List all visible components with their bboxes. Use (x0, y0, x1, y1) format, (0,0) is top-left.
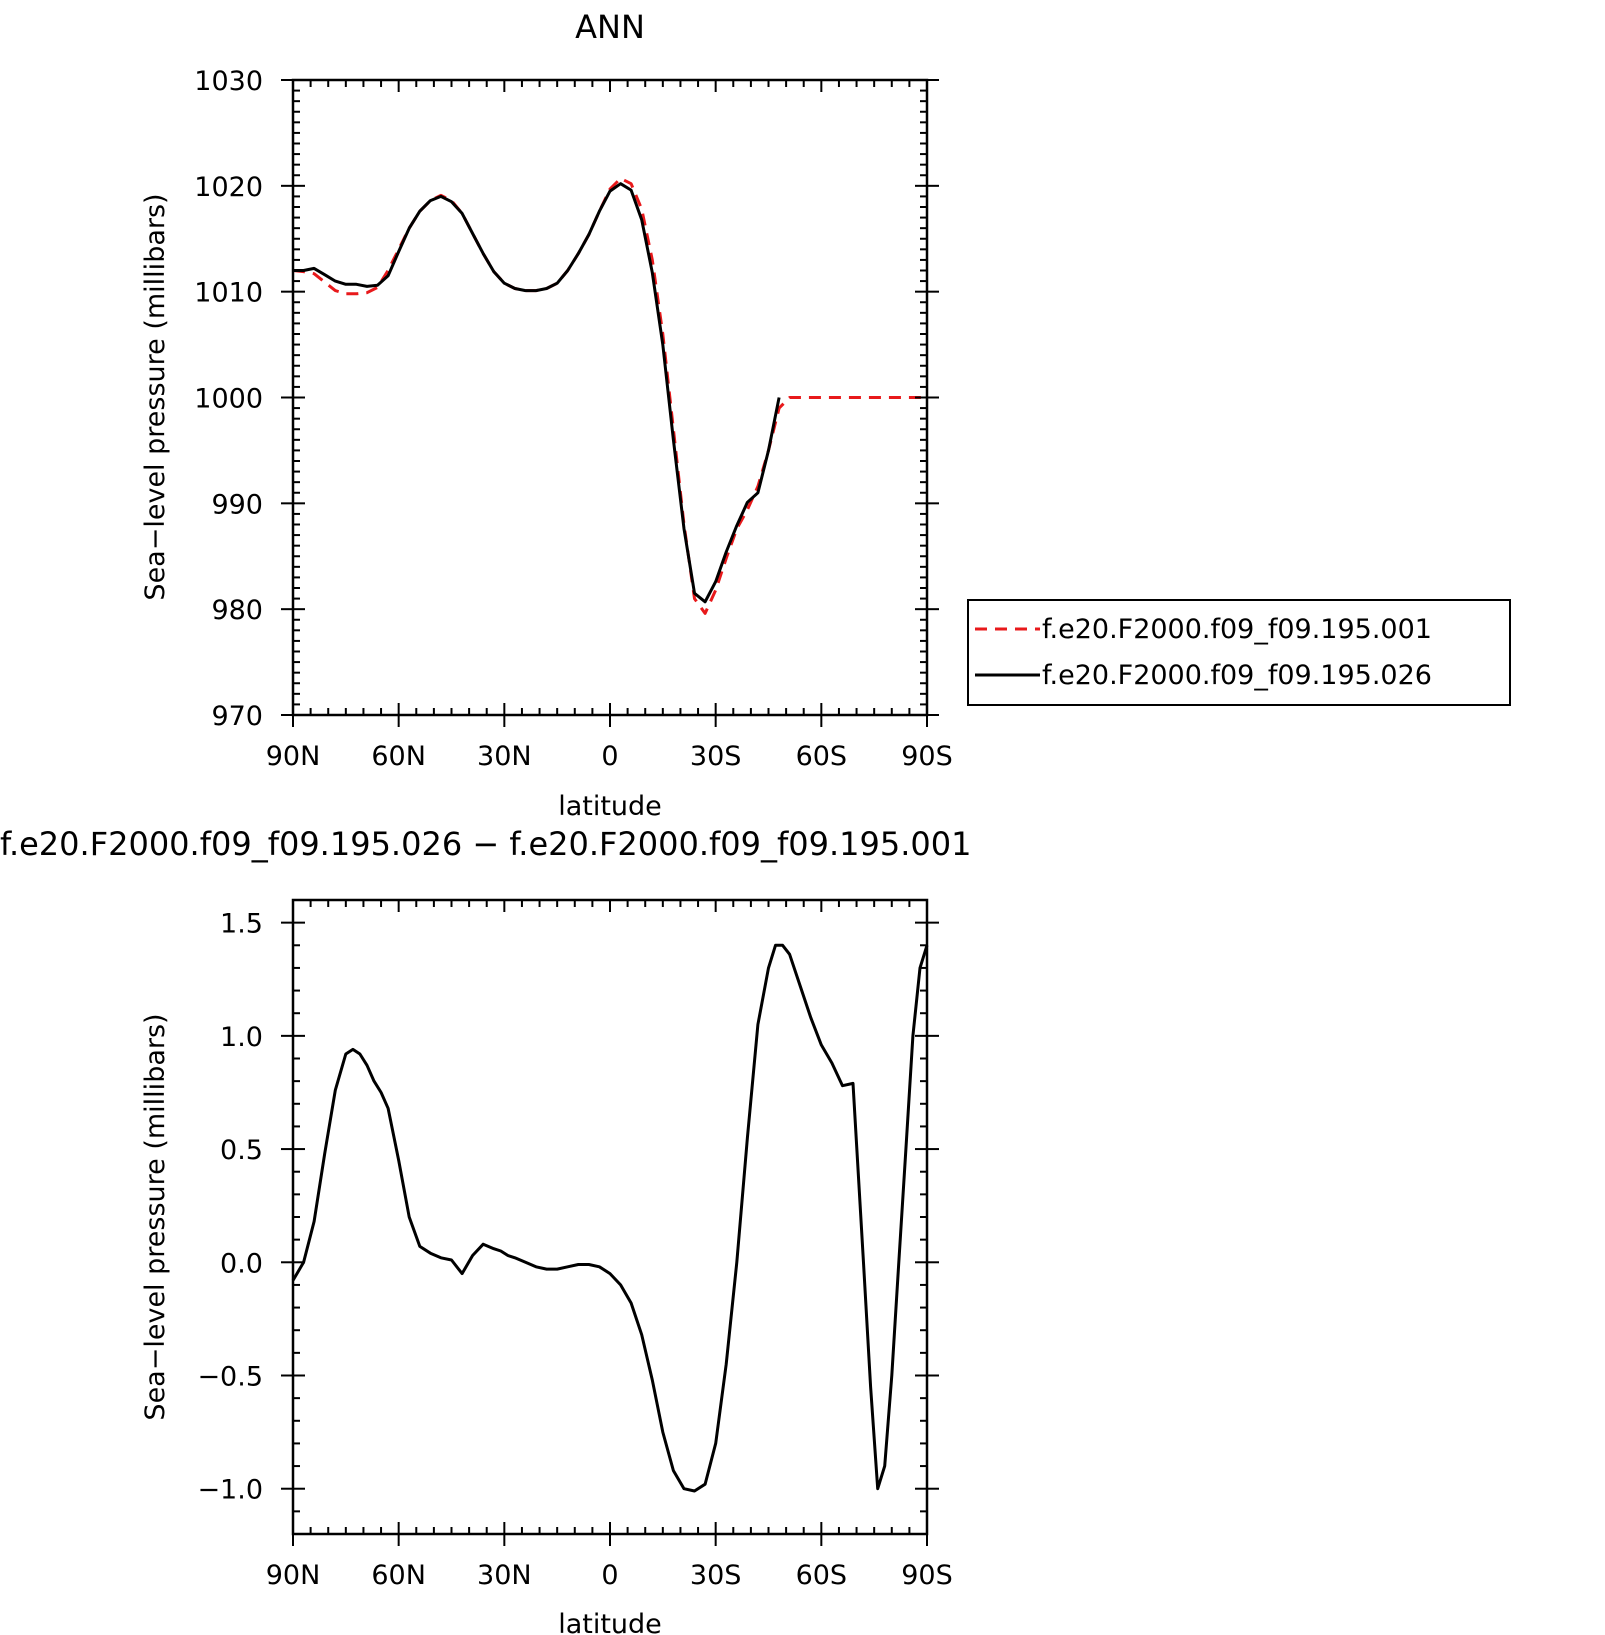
x-tick-label: 90N (266, 1560, 321, 1591)
y-tick-label: 0.5 (220, 1135, 263, 1166)
y-tick-label: 1030 (194, 66, 263, 97)
y-tick-label: 0.0 (220, 1248, 263, 1279)
y-tick-label: −1.0 (197, 1475, 263, 1506)
y-tick-label: 970 (211, 701, 263, 732)
sea-level-pressure-plot: ANN 90N 60N 30N 0 30S 60S 90S 1030 1020 1010 1000… (140, 8, 1511, 822)
x-tick-label: 60S (796, 1560, 848, 1591)
y-axis: 1030 1020 1010 1000 990 980 970 (194, 66, 939, 732)
x-axis: 90N 60N 30N 0 30S 60S 90S (266, 900, 953, 1591)
y-tick-label: 1000 (194, 384, 263, 415)
y-axis-label: Sea−level pressure (millibars) (140, 193, 171, 600)
plot-title: ANN (575, 8, 645, 46)
difference-plot-title: f.e20.F2000.f09_f09.195.026 − f.e20.F200… (0, 825, 972, 863)
x-axis-label: latitude (558, 1609, 662, 1635)
x-tick-label: 60N (371, 741, 426, 772)
y-tick-label: 1.0 (220, 1022, 263, 1053)
x-tick-label: 0 (601, 1560, 618, 1591)
y-axis-label: Sea−level pressure (millibars) (140, 1013, 171, 1420)
difference-plot: f.e20.F2000.f09_f09.195.026 − f.e20.F200… (0, 825, 972, 1635)
y-tick-label: −0.5 (197, 1362, 263, 1393)
x-tick-label: 90N (266, 741, 321, 772)
y-axis: 1.5 1.0 0.5 0.0 −0.5 −1.0 (197, 899, 939, 1535)
x-tick-label: 90S (901, 1560, 953, 1591)
series-line-1 (292, 176, 927, 615)
y-tick-label: 1010 (194, 278, 263, 309)
x-tick-label: 30S (690, 1560, 742, 1591)
x-tick-label: 30N (477, 741, 532, 772)
legend-label-series-1: f.e20.F2000.f09_f09.195.001 (1042, 614, 1432, 645)
x-tick-label: 60N (371, 1560, 426, 1591)
series-line-1 (291, 943, 929, 1493)
x-axis: 90N 60N 30N 0 30S 60S 90S (266, 80, 953, 772)
legend-label-series-2: f.e20.F2000.f09_f09.195.026 (1042, 660, 1432, 691)
x-tick-label: 60S (796, 741, 848, 772)
plot-area (291, 943, 929, 1493)
x-axis-label: latitude (558, 791, 662, 822)
plot-frame (291, 898, 929, 1536)
legend: f.e20.F2000.f09_f09.195.001 f.e20.F2000.… (967, 599, 1511, 706)
y-tick-label: 990 (211, 489, 263, 520)
legend-box (967, 599, 1511, 706)
x-tick-label: 30N (477, 1560, 532, 1591)
series-line-2 (293, 182, 781, 604)
x-tick-label: 90S (901, 741, 953, 772)
y-tick-label: 1.5 (220, 909, 263, 940)
plot-area (292, 176, 927, 615)
y-tick-label: 980 (211, 595, 263, 626)
y-tick-label: 1020 (194, 172, 263, 203)
x-tick-label: 30S (690, 741, 742, 772)
x-tick-label: 0 (601, 741, 618, 772)
